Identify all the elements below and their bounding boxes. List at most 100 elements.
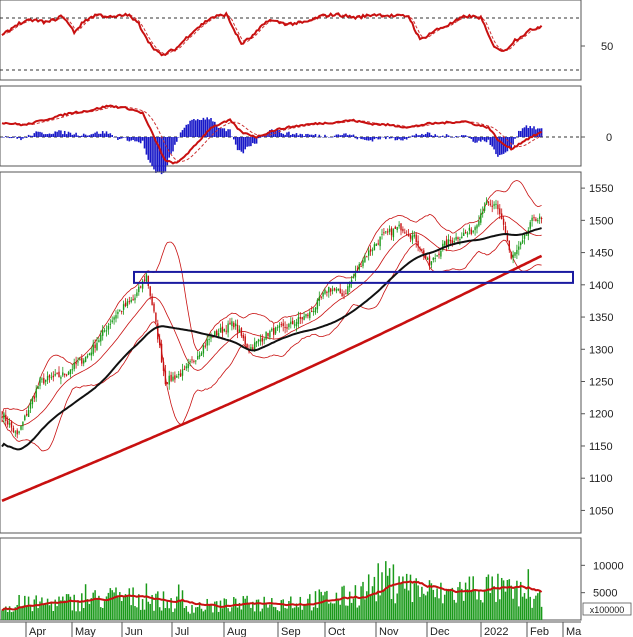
candle-body [350, 279, 353, 284]
macd-histogram-bar [56, 131, 58, 137]
volume-bar [500, 577, 503, 620]
candle-body [210, 334, 212, 339]
candle-body [231, 321, 233, 327]
month-label: Feb [530, 626, 549, 637]
volume-bar [309, 594, 311, 620]
macd-histogram-bar [119, 137, 121, 140]
macd-histogram-bar [392, 137, 395, 138]
macd-histogram-bar [398, 137, 400, 140]
macd-histogram-bar [521, 128, 524, 137]
macd-histogram-bar [105, 131, 108, 137]
candle-body [189, 361, 191, 363]
volume-bar [339, 604, 341, 620]
macd-histogram-bar [474, 137, 476, 143]
volume-bar [474, 589, 476, 620]
volume-bar [69, 596, 72, 620]
volume-bar [348, 591, 351, 620]
macd-histogram-bar [31, 135, 34, 137]
volume-bar [457, 587, 459, 620]
volume-bar [12, 611, 15, 620]
candle-body [149, 286, 151, 296]
volume-bar [354, 585, 357, 620]
macd-histogram-bar [453, 137, 455, 138]
volume-bar [373, 576, 376, 620]
macd-histogram-bar [176, 137, 178, 142]
candle-body [115, 315, 117, 319]
volume-bar [411, 602, 414, 620]
candle-body [390, 228, 393, 236]
candle-body [193, 360, 195, 362]
volume-bar [286, 608, 288, 620]
macd-histogram-bar [329, 137, 332, 138]
volume-bar [177, 584, 180, 620]
volume-bar [331, 603, 334, 620]
volume-bar [195, 607, 197, 620]
volume-bar [179, 600, 182, 620]
volume-bar [297, 607, 300, 620]
macd-histogram-bar [250, 137, 252, 147]
volume-bar [464, 582, 467, 620]
volume-bar [516, 580, 518, 620]
month-label: Jul [175, 626, 189, 637]
volume-bar [481, 602, 484, 620]
macd-histogram-bar [151, 137, 153, 167]
volume-bar [164, 608, 167, 620]
candle-body [236, 324, 239, 333]
volume-bar [461, 588, 463, 620]
candle-body [366, 256, 368, 258]
candle-body [79, 358, 81, 361]
volume-bar [157, 591, 159, 620]
candle-body [128, 301, 130, 303]
volume-bar [409, 574, 412, 620]
macd-histogram-bar [286, 132, 288, 137]
macd-histogram-bar [424, 133, 427, 137]
volume-bar [172, 611, 174, 620]
volume-bar [453, 599, 455, 620]
candle-body [252, 347, 254, 350]
macd-histogram-bar [481, 137, 484, 140]
candle-body [107, 325, 110, 330]
volume-bar [134, 606, 136, 620]
candle-body [330, 288, 332, 292]
candle-body [406, 234, 408, 236]
candle-body [432, 257, 434, 260]
volume-bar [22, 605, 24, 620]
volume-bar [71, 610, 74, 620]
candle-body [181, 369, 184, 376]
candle-body [472, 230, 474, 233]
candle-body [284, 326, 286, 328]
candle-body [10, 421, 13, 428]
volume-bar [468, 576, 471, 620]
macd-histogram-bar [54, 131, 56, 137]
candle-body [217, 333, 220, 337]
candle-body [533, 217, 535, 219]
volume-bar [189, 613, 191, 620]
macd-histogram-bar [411, 135, 414, 137]
volume-bar [255, 599, 258, 620]
volume-bar [487, 574, 490, 620]
candle-body [26, 413, 28, 416]
volume-bar [428, 580, 431, 620]
volume-bar [234, 598, 237, 620]
candle-body [339, 288, 341, 294]
macd-histogram-bar [198, 119, 201, 137]
macd-histogram-bar [107, 133, 110, 137]
ma200-line [1, 254, 543, 502]
volume-bar [113, 592, 115, 620]
candle-body [508, 240, 510, 251]
volume-bar [459, 581, 461, 620]
candle-body [238, 329, 241, 332]
macd-histogram-bar [39, 131, 41, 137]
macd-histogram-bar [377, 137, 379, 140]
candle-body [305, 314, 307, 317]
candle-body [394, 226, 396, 229]
candle-body [219, 327, 222, 333]
macd-histogram-bar [174, 137, 176, 145]
candle-body [461, 236, 463, 239]
macd-histogram-bar [295, 133, 298, 137]
volume-bar [404, 588, 406, 620]
volume-bar [119, 592, 121, 620]
volume-bar [472, 576, 474, 620]
candle-body [476, 225, 478, 229]
macd-histogram-bar [369, 137, 372, 141]
